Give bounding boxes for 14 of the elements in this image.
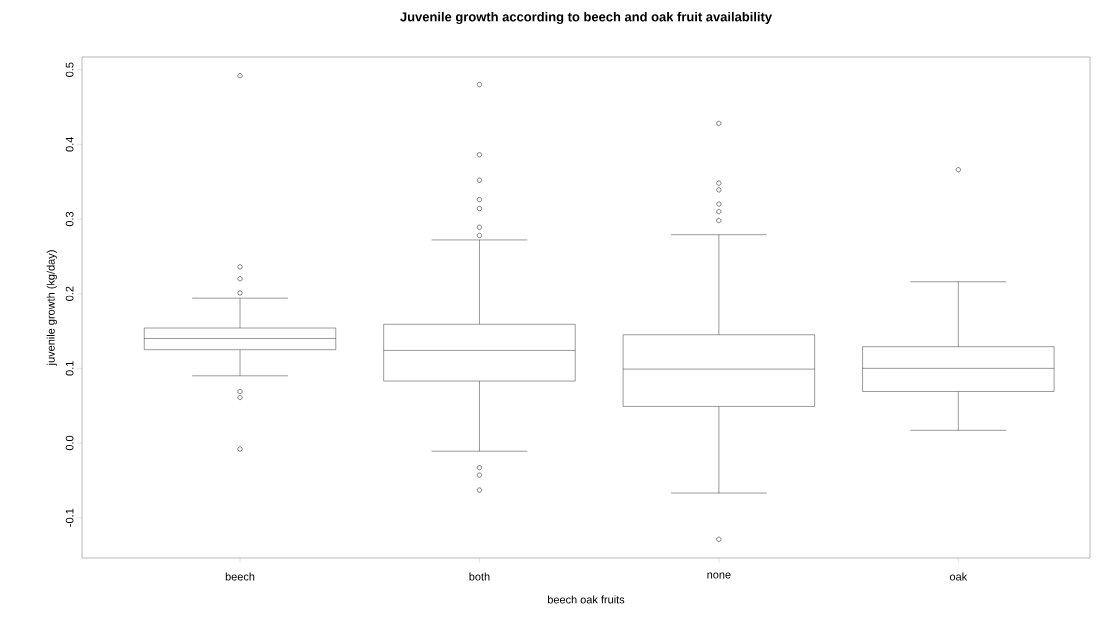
x-tick-label: both [469,572,490,581]
y-tick-label: 0.4 [65,137,74,152]
chart-title: Juvenile growth according to beech and oak fruit availability [400,11,772,25]
y-tick-label: 0.1 [65,361,74,376]
x-tick-label: oak [949,572,968,581]
y-tick-label: 0.3 [65,211,74,227]
x-tick-label: none [707,572,731,579]
y-axis-title: juvenile growth (kg/day) [46,250,57,366]
y-tick-label: -0.1 [65,508,74,527]
x-tick-label: beech [225,572,255,581]
x-axis-title: beech oak fruits [548,595,625,604]
y-tick-label: 0.2 [65,286,74,301]
y-tick-label: 0.0 [65,435,74,451]
y-tick-label: 0.5 [65,62,74,77]
